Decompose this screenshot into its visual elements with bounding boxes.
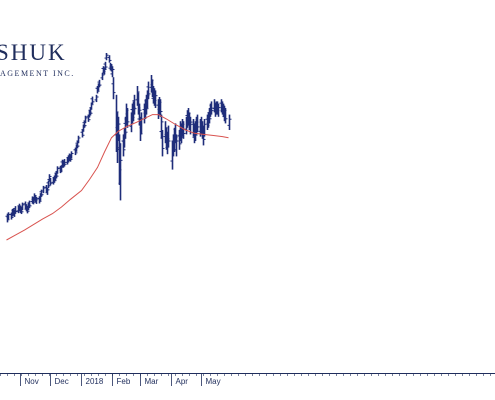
price-bar bbox=[195, 114, 200, 133]
price-bar bbox=[55, 166, 60, 174]
price-bar bbox=[137, 103, 142, 126]
price-bar bbox=[94, 94, 99, 103]
price-bars bbox=[5, 53, 232, 223]
price-bar bbox=[89, 102, 94, 110]
x-tick-label: Apr bbox=[176, 377, 189, 386]
logo-name: SHUK bbox=[0, 40, 67, 65]
price-bar bbox=[88, 108, 93, 116]
price-bar bbox=[82, 120, 87, 128]
price-bar bbox=[118, 143, 123, 201]
price-bar bbox=[202, 119, 207, 137]
price-bar bbox=[100, 72, 105, 81]
price-bar bbox=[104, 53, 109, 61]
x-tick-label: Mar bbox=[145, 377, 159, 386]
price-bar bbox=[146, 81, 151, 100]
price-bar bbox=[107, 55, 112, 63]
price-bar bbox=[177, 130, 182, 150]
price-bar bbox=[5, 213, 10, 223]
logo-subtitle: AGEMENT INC. bbox=[0, 69, 75, 78]
x-tick-label: May bbox=[206, 377, 221, 386]
price-bar bbox=[227, 114, 232, 130]
price-bar bbox=[159, 114, 164, 139]
x-tick-label: Feb bbox=[117, 377, 131, 386]
x-tick-label: Dec bbox=[55, 377, 69, 386]
price-bar bbox=[97, 79, 102, 88]
price-bar bbox=[116, 116, 121, 141]
price-bar bbox=[27, 200, 32, 209]
price-bar bbox=[132, 94, 137, 115]
price-bar bbox=[103, 61, 108, 70]
price-bar bbox=[216, 103, 221, 117]
price-bar bbox=[46, 180, 51, 189]
x-tick-label: 2018 bbox=[86, 377, 104, 386]
price-bar bbox=[223, 108, 228, 124]
price-bar bbox=[13, 206, 18, 214]
price-bar bbox=[75, 141, 80, 149]
price-bar bbox=[102, 67, 107, 75]
moving-average-line bbox=[6, 114, 229, 241]
price-bar bbox=[80, 130, 85, 138]
price-bar bbox=[121, 134, 126, 157]
price-bar bbox=[193, 121, 198, 141]
price-bar bbox=[110, 66, 115, 78]
price-bar bbox=[111, 77, 116, 100]
x-tick-label: Nov bbox=[25, 377, 39, 386]
price-bar bbox=[181, 121, 186, 139]
price-bar bbox=[144, 94, 149, 115]
price-bar bbox=[86, 114, 91, 122]
price-bar bbox=[48, 177, 53, 186]
price-bar bbox=[90, 96, 95, 105]
price-bar bbox=[135, 86, 140, 106]
price-bar bbox=[62, 159, 67, 167]
price-bar bbox=[20, 202, 25, 211]
price-bar bbox=[174, 134, 179, 157]
price-bar bbox=[76, 135, 81, 144]
price-bar bbox=[158, 99, 163, 117]
price-bar bbox=[209, 101, 214, 115]
x-axis-ticks: Nov Dec 2018 Feb Mar Apr May bbox=[0, 373, 491, 386]
price-bar bbox=[153, 90, 158, 108]
price-bar bbox=[160, 130, 165, 157]
price-bar bbox=[83, 115, 88, 124]
price-bar bbox=[34, 196, 39, 204]
price-bar bbox=[41, 185, 46, 194]
price-bar bbox=[69, 151, 74, 159]
price-bar bbox=[45, 187, 50, 195]
price-bar bbox=[54, 170, 59, 179]
price-bar bbox=[125, 108, 130, 128]
price-bar bbox=[166, 125, 171, 148]
